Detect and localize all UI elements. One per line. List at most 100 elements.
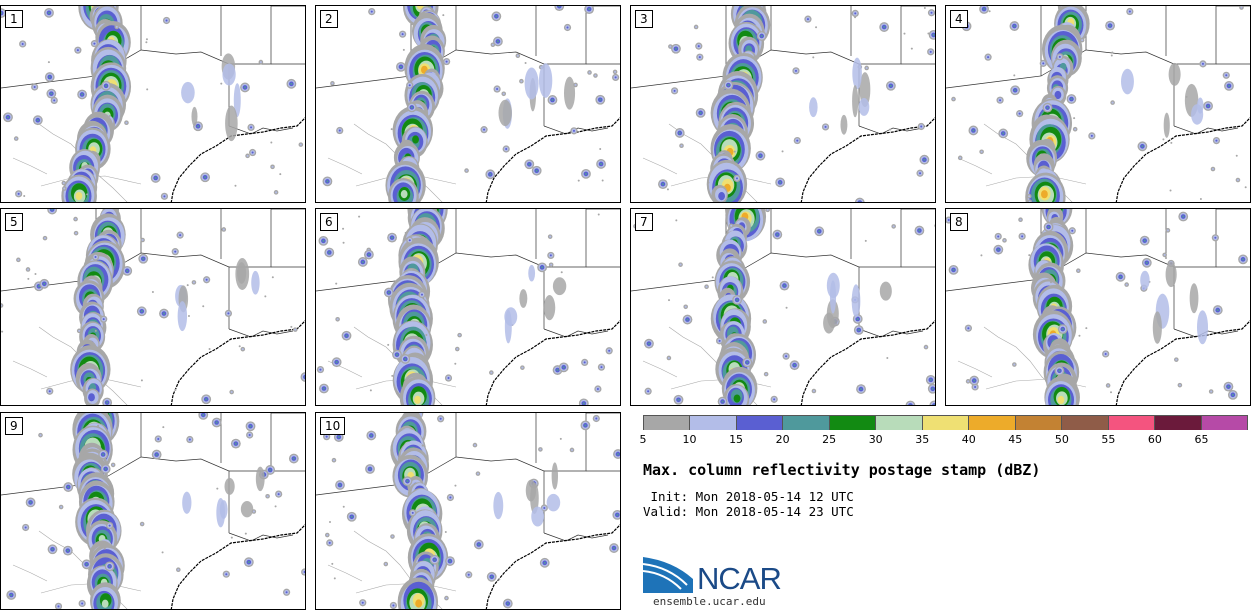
echo-cell — [74, 218, 77, 221]
echo-cell — [483, 128, 486, 131]
echo-cell — [1168, 62, 1181, 86]
echo-cell — [608, 349, 611, 352]
coastline — [485, 320, 620, 405]
echo-cell — [165, 19, 168, 22]
echo-cell — [141, 523, 144, 526]
echo-cell — [1163, 112, 1170, 138]
echo-cell — [53, 99, 56, 102]
echo-cell — [699, 111, 702, 114]
echo-cell — [677, 398, 680, 401]
echo-cell — [126, 269, 129, 272]
echo-cell — [584, 424, 587, 427]
colorbar-tick: 5 — [639, 433, 647, 446]
echo-cell — [361, 260, 364, 263]
colorbar-box — [829, 416, 877, 430]
echo-cell — [421, 444, 424, 447]
echo-cell — [225, 573, 228, 576]
echo-cell — [391, 535, 394, 538]
echo-cell — [426, 93, 429, 96]
echo-cell — [244, 532, 247, 535]
map-panel: 1 — [0, 5, 306, 203]
echo-cell — [350, 515, 353, 518]
echo-cell — [674, 47, 677, 50]
map-panel: 7 — [630, 208, 936, 406]
echo-cell — [879, 281, 892, 301]
echo-cell — [1090, 134, 1093, 137]
echo-cell — [852, 85, 859, 118]
echo-cell — [259, 61, 262, 64]
echo-cell — [391, 374, 394, 377]
echo-cell — [342, 227, 345, 230]
echo-cell — [246, 154, 249, 157]
echo-cell — [1189, 283, 1199, 314]
echo-cell — [574, 83, 577, 86]
echo-cell — [332, 459, 335, 462]
colorbar-tick: 15 — [729, 433, 744, 446]
echo-cell — [539, 448, 542, 451]
echo-cell — [456, 348, 459, 351]
echo-cell — [406, 480, 409, 483]
echo-cell — [551, 98, 554, 101]
echo-cell — [552, 277, 567, 296]
echo-cell — [666, 188, 669, 191]
echo-cell — [29, 501, 32, 504]
echo-cell — [162, 426, 165, 429]
echo-cell — [271, 165, 274, 168]
echo-cell — [191, 106, 198, 127]
echo-cell — [857, 200, 863, 202]
colorbar-box — [969, 416, 1016, 430]
echo-cell — [707, 181, 710, 184]
colorbar-tick: 25 — [822, 433, 837, 446]
echo-cell — [445, 597, 448, 600]
echo-cell — [796, 139, 799, 142]
reflectivity-map — [316, 6, 620, 202]
echo-cell — [241, 348, 244, 351]
echo-cell — [505, 147, 508, 150]
echo-cell — [85, 563, 88, 566]
echo-cell — [106, 401, 109, 404]
echo-cell — [549, 235, 552, 238]
echo-cell — [923, 7, 926, 10]
coastline — [800, 117, 935, 202]
echo-cell — [733, 394, 741, 403]
echo-cell — [412, 135, 419, 144]
echo-cell — [215, 421, 218, 424]
echo-cell — [695, 25, 698, 28]
echo-cell — [1049, 281, 1052, 284]
echo-cell — [94, 256, 97, 259]
colorbar-box — [1015, 416, 1063, 430]
echo-cell — [600, 366, 603, 369]
echo-cell — [1, 303, 4, 308]
echo-cell — [402, 48, 405, 51]
echo-cell — [1165, 261, 1177, 288]
echo-cell — [785, 355, 788, 358]
echo-cell — [495, 15, 498, 18]
echo-cell — [1019, 218, 1022, 221]
echo-cell — [249, 425, 252, 428]
echo-cell — [730, 224, 733, 227]
echo-cell — [442, 14, 445, 17]
echo-cell — [43, 282, 46, 285]
echo-cell — [34, 272, 37, 275]
echo-cell — [763, 320, 766, 323]
echo-cell — [1061, 328, 1064, 331]
county-line — [957, 157, 993, 175]
colorbar-tick: 20 — [775, 433, 790, 446]
echo-cell — [524, 67, 539, 100]
echo-cell — [793, 364, 796, 367]
echo-cell — [27, 277, 30, 280]
echo-cell — [952, 98, 955, 101]
echo-cell — [439, 417, 442, 420]
echo-cell — [88, 393, 95, 402]
reflectivity-map — [631, 209, 935, 405]
state-border — [544, 6, 587, 65]
echo-cell — [680, 144, 683, 147]
echo-cell — [490, 371, 493, 374]
echo-cell — [1163, 253, 1166, 256]
echo-cell — [225, 105, 238, 142]
echo-cell — [125, 121, 128, 124]
reflectivity-map — [946, 6, 1250, 202]
echo-cell — [234, 442, 237, 445]
echo-cell — [583, 361, 586, 364]
echo-cell — [584, 172, 587, 175]
